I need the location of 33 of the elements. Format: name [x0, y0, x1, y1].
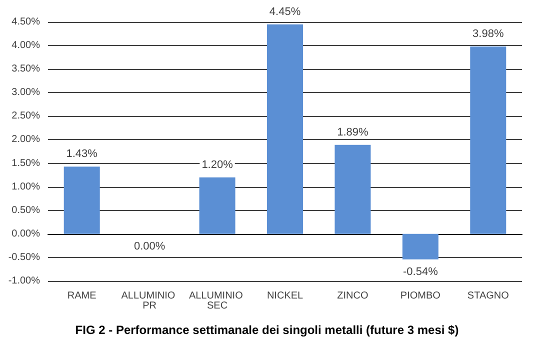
- data-label: 1.43%: [66, 148, 98, 160]
- bar: [470, 46, 506, 234]
- data-label: 1.20%: [202, 158, 234, 171]
- data-label: 1.89%: [337, 126, 369, 138]
- y-tick-label: 1.50%: [12, 158, 40, 169]
- y-tick-label: -1.00%: [8, 276, 40, 286]
- y-tick-label: 0.50%: [12, 204, 40, 216]
- data-label: 0.00%: [134, 240, 166, 252]
- x-tick-label: NICKEL: [266, 290, 304, 302]
- y-tick-label: 2.50%: [12, 110, 40, 122]
- x-tick-label: STAGNO: [467, 290, 510, 302]
- y-tick-label: 0.00%: [12, 228, 40, 240]
- text: FIG 2 - Performance settimanale dei singoli metalli (future 3 mesi $): [75, 323, 459, 337]
- y-tick-label: -0.50%: [8, 252, 40, 263]
- y-tick-label: 3.50%: [12, 64, 40, 75]
- x-tick-label: ALLUMINIO PR: [121, 290, 178, 312]
- x-tick-label: ALLUMINIO SEC: [188, 290, 246, 312]
- data-label: 4.45%: [269, 6, 301, 18]
- bar: [267, 24, 303, 234]
- data-label: -0.54%: [403, 266, 438, 278]
- bar: [334, 144, 371, 234]
- y-tick-label: 4.00%: [12, 40, 40, 52]
- x-tick-label: PIOMBO: [400, 290, 441, 302]
- bar: [64, 166, 100, 234]
- x-tick-label: ZINCO: [337, 290, 368, 302]
- y-tick-label: 3.00%: [12, 87, 40, 98]
- data-label: 3.98%: [472, 28, 504, 40]
- y-tick-label: 1.00%: [12, 181, 40, 192]
- x-tick-label: RAME: [67, 290, 97, 302]
- bar: [402, 234, 438, 260]
- y-tick-label: 2.00%: [12, 134, 40, 146]
- bar: [199, 177, 236, 234]
- y-tick-label: 4.50%: [12, 16, 40, 28]
